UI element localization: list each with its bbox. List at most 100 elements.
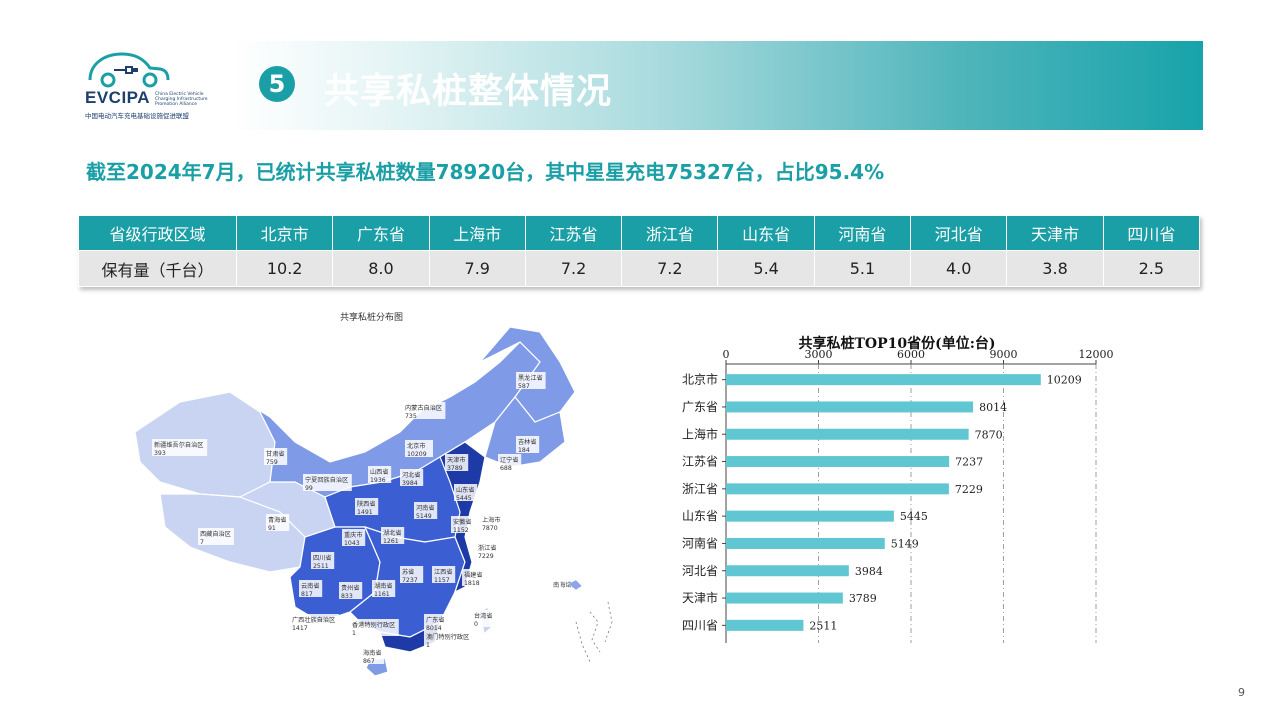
map-label-name: 澳门特别行政区 [426, 633, 469, 641]
map-label-name: 宁夏回族自治区 [305, 476, 348, 484]
data-label: 3984 [855, 565, 883, 578]
evcipa-logo: EVCIPA China Electric Vehicle Charging I… [82, 48, 222, 124]
map-label-name: 河南省 [416, 504, 435, 512]
bar [726, 401, 974, 413]
map-label-name: 广东省 [426, 616, 445, 624]
map-label-value: 1491 [357, 509, 373, 516]
map-label-value: 2511 [313, 563, 329, 570]
map-label-box [339, 582, 363, 599]
map-label-box [480, 514, 504, 531]
logo-subtitle-cn: 中国电动汽车充电基础设施促进联盟 [85, 112, 189, 120]
map-label-name: 山东省 [456, 486, 475, 494]
data-label: 7229 [955, 483, 983, 496]
category-label: 河北省 [682, 564, 718, 578]
map-label-value: 1157 [434, 577, 450, 584]
map-label-box [403, 402, 446, 419]
map-label-name: 浙江省 [478, 544, 497, 552]
map-label-box [451, 516, 475, 533]
logo-brand: EVCIPA [85, 88, 151, 107]
category-label: 北京市 [682, 372, 718, 387]
table-header-cell: 上海市 [428, 215, 526, 251]
map-label-box [516, 372, 546, 389]
map-label-box [311, 552, 335, 569]
data-label: 3789 [849, 592, 877, 605]
map-label-value: 3789 [447, 465, 463, 472]
map-label-value: 5445 [456, 495, 472, 502]
map-label-value: 99 [305, 485, 313, 492]
map-label-box [454, 484, 478, 501]
map-label-box [432, 566, 456, 583]
south-china-sea-inset [559, 576, 631, 668]
map-label-name: 吉林省 [518, 438, 537, 446]
map-label-box [472, 610, 496, 627]
table-header-cell: 江苏省 [524, 215, 623, 251]
map-label-value: 587 [518, 383, 530, 390]
map-label-value: 1161 [374, 591, 390, 598]
data-label: 8014 [979, 401, 1007, 414]
map-label-box [381, 527, 405, 544]
map-label-value: 184 [518, 447, 530, 454]
table-value-cell: 2.5 [1102, 250, 1201, 287]
map-label-box [400, 469, 424, 486]
bar [726, 619, 804, 631]
map-label-value: 393 [154, 450, 166, 457]
map-label-name: 贵州省 [341, 584, 360, 592]
category-label: 天津市 [682, 590, 718, 605]
map-label-name: 陕西省 [357, 500, 376, 508]
map-label-value: 735 [405, 413, 417, 420]
map-label-value: 91 [268, 525, 276, 532]
map-label-box [551, 579, 581, 589]
table-value-row: 保有量（千台） 10.2 8.0 7.9 7.2 7.2 5.4 5.1 4.0… [78, 250, 1201, 287]
map-label-name: 青海省 [268, 516, 287, 524]
table-header-cell: 浙江省 [621, 215, 719, 251]
car-plug-icon [88, 52, 170, 88]
map-label-name: 山西省 [370, 468, 389, 476]
table-header-cell: 山东省 [717, 215, 815, 251]
logo-subtitle-en: China Electric Vehicle Charging Infrastr… [155, 92, 208, 107]
category-label: 山东省 [682, 509, 718, 523]
bar [726, 537, 885, 549]
table-header-cell: 北京市 [235, 215, 334, 251]
map-label-value: 7870 [482, 525, 498, 532]
map-label-box [445, 454, 469, 471]
bar [726, 483, 949, 495]
data-label: 2511 [809, 619, 837, 632]
category-label: 上海市 [682, 426, 718, 441]
map-label-box [424, 614, 448, 631]
table-header-label: 省级行政区域 [78, 215, 237, 251]
table-value-cell: 8.0 [332, 250, 430, 287]
section-number-badge: 5 [259, 66, 295, 102]
map-label-name: 台湾省 [474, 612, 493, 620]
table-value-cell: 5.1 [813, 250, 912, 287]
map-label-name: 天津市 [447, 456, 466, 464]
map-label-value: 759 [266, 459, 278, 466]
map-label-box [198, 528, 234, 545]
map-label-value: 8014 [426, 625, 442, 632]
map-label-name: 安徽省 [453, 518, 472, 526]
table-value-cell: 7.9 [428, 250, 526, 287]
map-label-name: 湖北省 [383, 529, 402, 537]
map-label-name: 四川省 [313, 554, 332, 562]
map-label-value: 1 [352, 630, 356, 637]
map-label-name: 海南省 [363, 649, 382, 657]
